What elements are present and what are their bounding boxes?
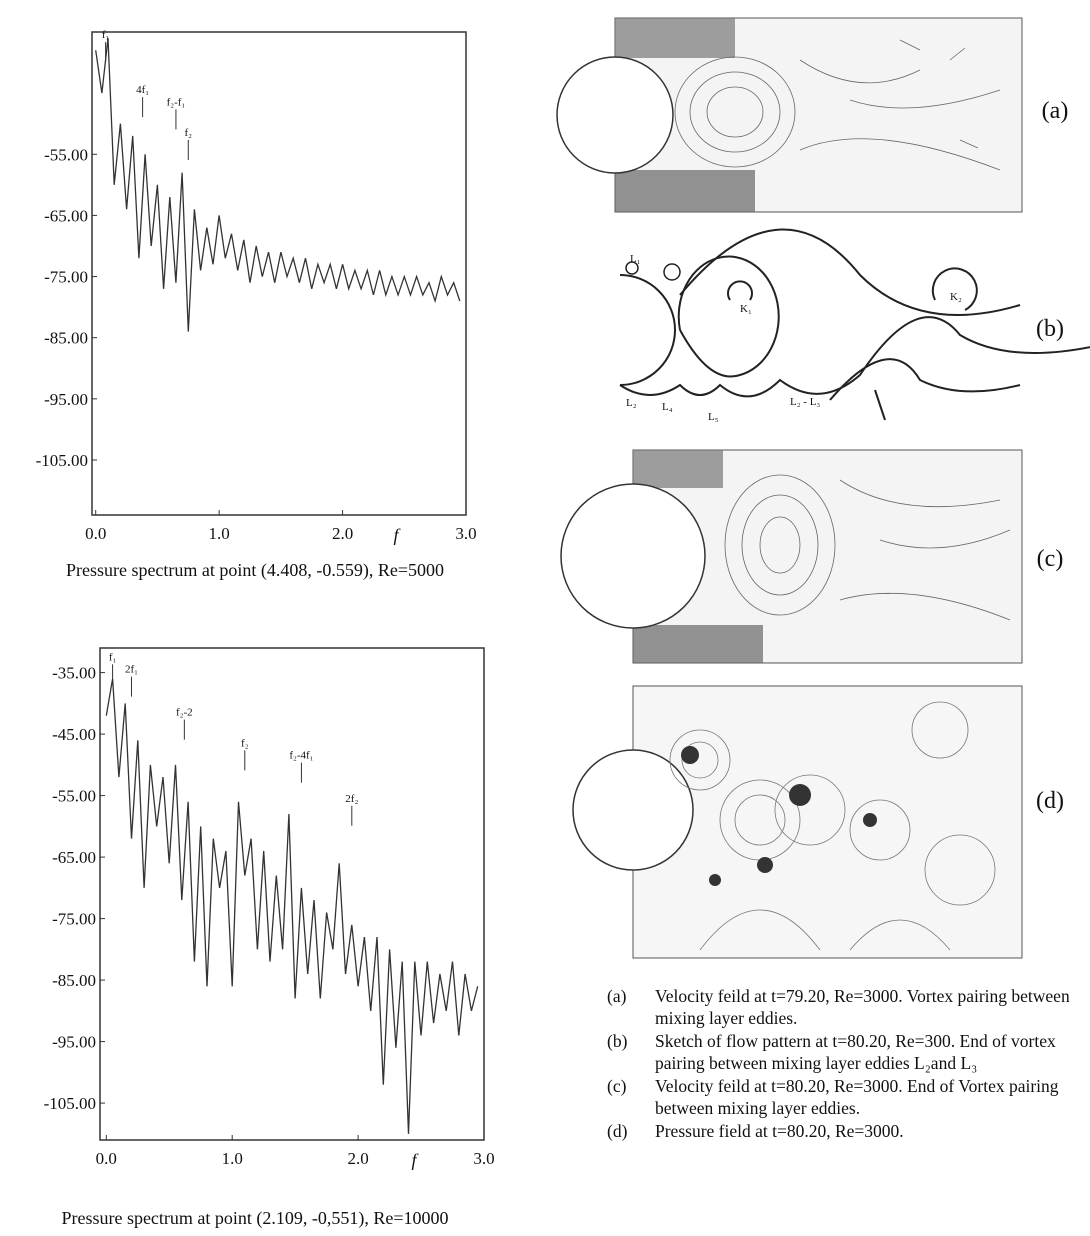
annotation: 2f₁ xyxy=(125,664,138,676)
sketch-label: L₄ xyxy=(662,401,673,413)
x-axis-label: f xyxy=(411,1150,419,1170)
legend-label: (c) xyxy=(607,1076,627,1096)
velocity-field-c xyxy=(560,449,1023,664)
y-tick-label: -65.00 xyxy=(44,206,88,225)
annotation: f₁ xyxy=(102,29,110,41)
y-tick-label: -55.00 xyxy=(44,145,88,164)
legend-text: Velocity feild at t=80.20, Re=3000. End … xyxy=(655,1076,1059,1118)
y-tick-label: -75.00 xyxy=(52,910,96,929)
x-tick-label: 1.0 xyxy=(209,524,230,543)
x-tick-label: 2.0 xyxy=(332,524,353,543)
annotation: f₂-2 xyxy=(176,707,193,719)
sketch-label: L₂ xyxy=(626,397,637,409)
x-tick-label: 1.0 xyxy=(222,1149,243,1168)
legend-item: (d) Pressure field at t=80.20, Re=3000. xyxy=(607,1120,1077,1142)
sketch-label: L₅ xyxy=(708,411,719,423)
annotation: f₂-4f₁ xyxy=(289,750,313,762)
y-tick-label: -105.00 xyxy=(36,451,88,470)
x-axis-label: f xyxy=(393,525,401,545)
y-tick-label: -75.00 xyxy=(44,268,88,287)
sketch-label: L₂ - L₃ xyxy=(790,396,820,408)
legend-label: (d) xyxy=(607,1121,628,1141)
y-tick-label: -95.00 xyxy=(44,390,88,409)
panel-label: (a) xyxy=(1042,98,1069,124)
legend-item: (a) Velocity feild at t=79.20, Re=3000. V… xyxy=(607,985,1077,1029)
flow-sketch-b xyxy=(619,228,1090,421)
annotation: f₂ xyxy=(241,737,249,749)
y-tick-label: -45.00 xyxy=(52,725,96,744)
panel-label: (b) xyxy=(1036,316,1064,342)
y-tick-label: -65.00 xyxy=(52,848,96,867)
y-tick-label: -35.00 xyxy=(52,664,96,683)
legend-text: Velocity feild at t=79.20, Re=3000. Vort… xyxy=(655,986,1070,1028)
velocity-field-a xyxy=(556,17,1023,213)
x-tick-label: 3.0 xyxy=(455,524,476,543)
plot-frame xyxy=(99,647,485,1141)
sketch-label: K₂ xyxy=(950,291,962,303)
x-tick-label: 3.0 xyxy=(473,1149,494,1168)
annotation: 4f₁ xyxy=(136,84,149,96)
y-tick-label: -85.00 xyxy=(44,329,88,348)
sketch-label: L₁ xyxy=(630,253,641,265)
chart-caption: Pressure spectrum at point (2.109, -0,55… xyxy=(61,1208,448,1229)
legend-label: (a) xyxy=(607,986,627,1006)
spectrum-line xyxy=(105,678,479,1134)
panel-label: (d) xyxy=(1036,788,1064,814)
sketch-label: K₁ xyxy=(740,303,752,315)
legend-label: (b) xyxy=(607,1031,628,1051)
figure-legend: (a) Velocity feild at t=79.20, Re=3000. V… xyxy=(607,985,1077,1143)
pressure-field-d xyxy=(572,685,1023,959)
plot-frame xyxy=(91,31,467,516)
annotation: f₂ xyxy=(185,127,193,139)
y-tick-label: -95.00 xyxy=(52,1033,96,1052)
y-tick-label: -55.00 xyxy=(52,787,96,806)
annotation: f₁ xyxy=(109,651,117,663)
y-tick-label: -85.00 xyxy=(52,971,96,990)
chart-caption: Pressure spectrum at point (4.408, -0.55… xyxy=(66,560,444,581)
panel-label: (c) xyxy=(1037,546,1064,572)
annotation: 2f₂ xyxy=(345,793,358,805)
x-tick-label: 0.0 xyxy=(96,1149,117,1168)
legend-text: Pressure field at t=80.20, Re=3000. xyxy=(655,1121,904,1141)
legend-item: (c) Velocity feild at t=80.20, Re=3000. E… xyxy=(607,1075,1077,1119)
y-tick-label: -105.00 xyxy=(44,1094,96,1113)
x-tick-label: 2.0 xyxy=(347,1149,368,1168)
legend-text: Sketch of flow pattern at t=80.20, Re=30… xyxy=(655,1031,1056,1073)
x-tick-label: 0.0 xyxy=(85,524,106,543)
legend-item: (b) Sketch of flow pattern at t=80.20, Re… xyxy=(607,1030,1077,1074)
spectrum-line xyxy=(95,38,461,332)
annotation: f₂-f₁ xyxy=(167,96,186,108)
